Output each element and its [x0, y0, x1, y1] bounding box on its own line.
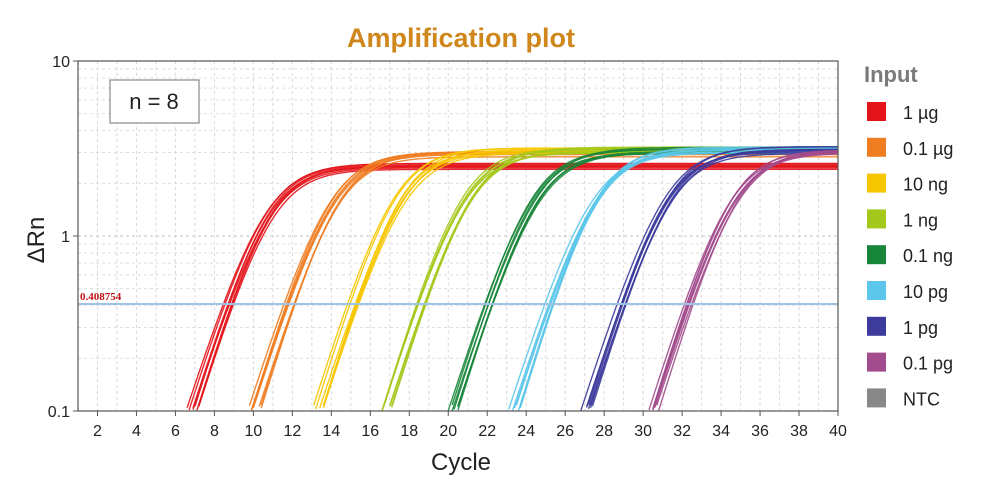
amplification-curve — [389, 147, 838, 407]
n-annotation: n = 8 — [109, 79, 200, 124]
amplification-curve — [519, 147, 838, 406]
x-tick-label: 40 — [829, 423, 847, 440]
n-annotation-box — [109, 79, 200, 124]
x-tick-label: 38 — [790, 423, 808, 440]
amplification-curve — [391, 150, 838, 407]
x-tick-label: 20 — [439, 423, 457, 440]
amplification-curve — [457, 152, 838, 411]
amplification-curve — [589, 152, 838, 409]
amplification-curve — [652, 149, 839, 409]
x-axis-ticks: 2 4 6 8 10 12 14 16 18 20 22 24 26 28 30 32 34 36 38 40 — [93, 411, 847, 440]
amplification-curve — [381, 147, 838, 412]
n-annotation-text: n = 8 — [129, 89, 179, 114]
legend-label: 10 pg — [903, 282, 948, 302]
amplification-curve — [322, 147, 838, 408]
y-axis-label: ΔRn — [23, 217, 50, 264]
y-axis-ticks: 0.1 1 10 — [48, 54, 78, 421]
amplification-curve — [389, 146, 838, 406]
x-tick-label: 14 — [322, 423, 340, 440]
x-tick-label: 28 — [595, 423, 613, 440]
amplification-curve — [383, 149, 838, 407]
legend: 1 µg 0.1 µg 10 ng 1 ng 0.1 ng 10 pg 1 pg 0.1 pg… — [867, 102, 953, 409]
x-tick-label: 12 — [283, 423, 301, 440]
legend-swatch — [867, 388, 886, 408]
legend-swatch — [867, 173, 886, 193]
legend-label: NTC — [903, 389, 940, 409]
legend-swatch — [867, 137, 886, 157]
legend-swatch — [867, 209, 886, 229]
amplification-curve — [381, 148, 838, 412]
legend-label: 0.1 ng — [903, 246, 953, 266]
amplification-curve — [457, 152, 838, 408]
amplification-curve — [381, 152, 838, 412]
x-tick-label: 24 — [517, 423, 535, 440]
x-tick-label: 6 — [171, 423, 180, 440]
y-tick-label: 10 — [52, 54, 70, 71]
amplification-curve — [248, 151, 838, 406]
y-tick-label: 1 — [61, 229, 70, 246]
legend-title: Input — [864, 62, 918, 87]
grid — [78, 61, 838, 411]
x-tick-label: 4 — [132, 423, 141, 440]
amplification-curve — [194, 164, 838, 407]
amplification-curve — [313, 147, 838, 406]
x-tick-label: 18 — [400, 423, 418, 440]
amplification-curve — [453, 152, 838, 410]
legend-swatch — [867, 352, 886, 372]
amplification-curve — [198, 168, 838, 407]
x-tick-label: 22 — [478, 423, 496, 440]
amplification-curve — [198, 165, 838, 407]
legend-label: 0.1 µg — [903, 139, 953, 159]
y-tick-label: 0.1 — [48, 404, 70, 421]
amplification-curve — [591, 148, 838, 407]
curves — [186, 146, 839, 412]
amplification-curve — [457, 150, 838, 407]
amplification-curve — [656, 150, 839, 406]
amplification-curve — [585, 150, 838, 408]
chart-title: Amplification plot — [347, 23, 575, 53]
amplification-curve — [391, 151, 838, 408]
amplification-curve — [585, 149, 838, 408]
legend-swatch — [867, 102, 886, 121]
x-tick-label: 10 — [244, 423, 262, 440]
x-tick-label: 30 — [634, 423, 652, 440]
amplification-curve — [451, 148, 838, 406]
x-tick-label: 8 — [210, 423, 219, 440]
amplification-curve — [451, 146, 838, 411]
legend-swatch — [867, 281, 886, 300]
x-tick-label: 16 — [361, 423, 379, 440]
x-tick-label: 26 — [556, 423, 574, 440]
x-tick-label: 32 — [673, 423, 691, 440]
legend-label: 10 ng — [903, 175, 948, 195]
legend-label: 1 pg — [903, 318, 938, 338]
x-tick-label: 34 — [712, 423, 730, 440]
amplification-curve — [652, 151, 838, 410]
legend-swatch — [867, 245, 886, 265]
legend-swatch — [867, 316, 886, 336]
amplification-curve — [587, 146, 838, 410]
amplification-curve — [654, 153, 839, 408]
amplification-curve — [260, 156, 838, 406]
legend-label: 1 ng — [903, 210, 938, 230]
x-axis-label: Cycle — [431, 449, 491, 476]
amplification-curve — [658, 150, 839, 411]
amplification-curve — [192, 167, 838, 410]
x-tick-label: 2 — [93, 423, 102, 440]
x-tick-label: 36 — [751, 423, 769, 440]
amplification-curve — [457, 152, 838, 406]
legend-label: 0.1 pg — [903, 354, 953, 374]
legend-label: 1 µg — [903, 103, 938, 123]
threshold-label: 0.408754 — [80, 291, 122, 303]
